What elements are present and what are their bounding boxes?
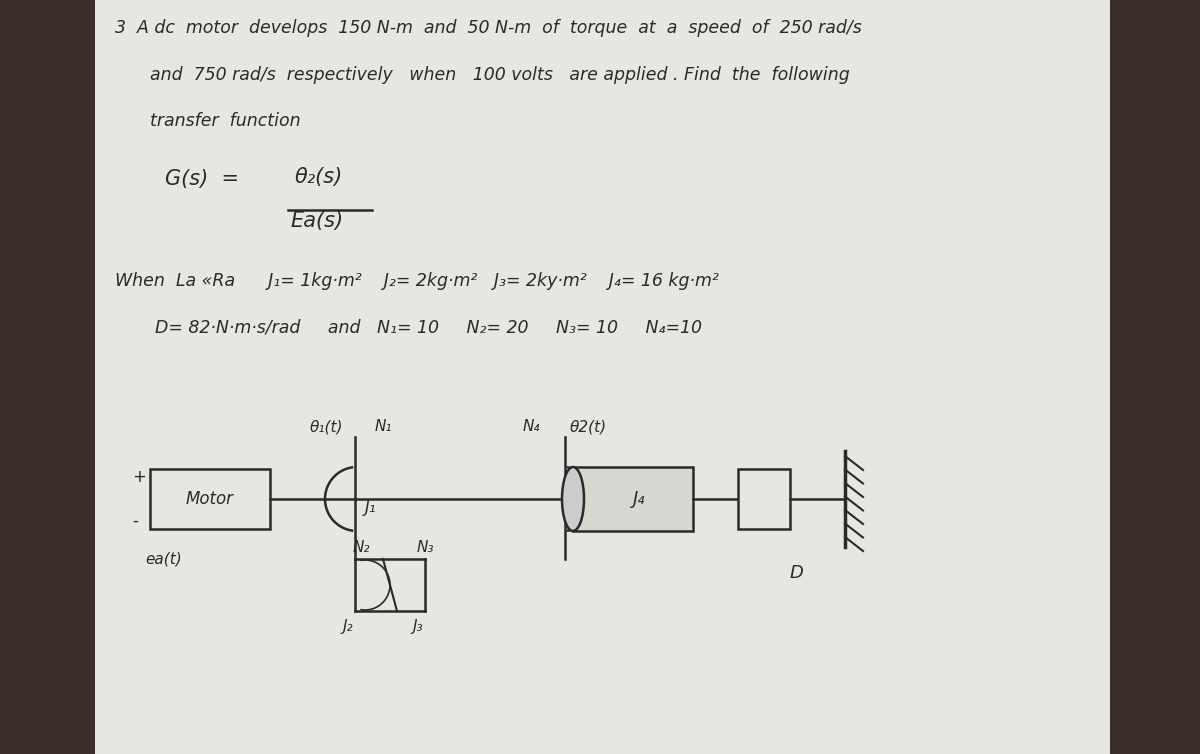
Bar: [738, 469, 790, 529]
Text: θ₂(s): θ₂(s): [295, 167, 343, 187]
Text: When  La «Ra      J₁= 1kg·m²    J₂= 2kg·m²   J₃= 2ky·m²    J₄= 16 kg·m²: When La «Ra J₁= 1kg·m² J₂= 2kg·m² J₃= 2k…: [115, 272, 719, 290]
Text: θ₁(t): θ₁(t): [310, 419, 343, 434]
Text: N₂: N₂: [353, 540, 371, 555]
Text: θ2(t): θ2(t): [570, 419, 607, 434]
Text: transfer  function: transfer function: [150, 112, 301, 130]
Text: N₄: N₄: [523, 419, 540, 434]
Text: J₄: J₄: [632, 490, 646, 508]
Ellipse shape: [562, 467, 584, 531]
Text: -: -: [132, 512, 138, 530]
Text: J₃: J₃: [413, 619, 424, 634]
FancyBboxPatch shape: [150, 469, 270, 529]
Text: D: D: [790, 564, 804, 582]
Text: N₁: N₁: [374, 419, 392, 434]
Text: Motor: Motor: [186, 490, 234, 508]
Text: J₁: J₁: [365, 498, 377, 516]
Text: Ea(s): Ea(s): [290, 211, 343, 231]
Text: D= 82·N·m·s/rad     and   N₁= 10     N₂= 20     N₃= 10     N₄=10: D= 82·N·m·s/rad and N₁= 10 N₂= 20 N₃= 10…: [155, 319, 702, 337]
Bar: [95, 0, 1110, 754]
Text: G(s)  =: G(s) =: [166, 169, 239, 189]
Text: ea(t): ea(t): [145, 551, 181, 566]
Text: +: +: [132, 468, 146, 486]
Bar: [574, 467, 694, 531]
Text: J₂: J₂: [343, 619, 354, 634]
Text: 3  A dc  motor  develops  150 N-m  and  50 N-m  of  torque  at  a  speed  of  25: 3 A dc motor develops 150 N-m and 50 N-m…: [115, 19, 862, 37]
Text: N₃: N₃: [418, 540, 434, 555]
Text: and  750 rad/s  respectively   when   100 volts   are applied . Find  the  follo: and 750 rad/s respectively when 100 volt…: [150, 66, 850, 84]
